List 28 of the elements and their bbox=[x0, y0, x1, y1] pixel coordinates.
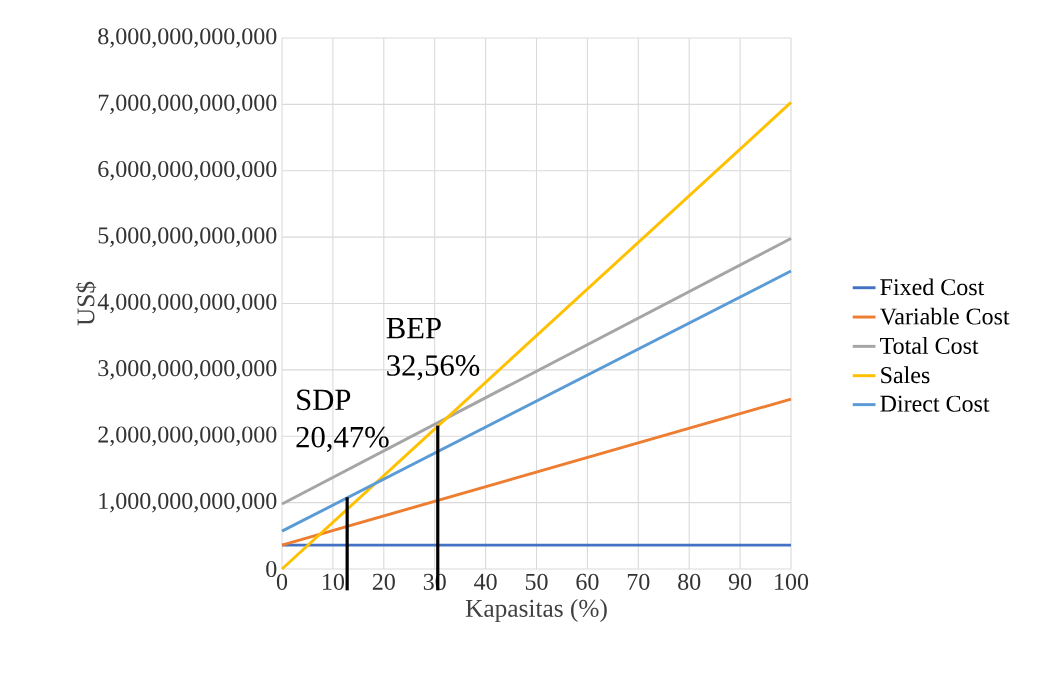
x-tick-label: 80 bbox=[678, 573, 701, 590]
y-tick-label: 2,000,000,000,000 bbox=[98, 426, 277, 447]
y-axis-title: US$ bbox=[75, 281, 97, 326]
y-tick-label: 1,000,000,000,000 bbox=[99, 492, 277, 513]
y-tick-label: 6,000,000,000,000 bbox=[98, 160, 277, 181]
x-axis-title: Kapasitas (%) bbox=[465, 599, 607, 623]
x-tick-label: 20 bbox=[372, 573, 395, 590]
y-tick-label: 7,000,000,000,000 bbox=[98, 94, 277, 115]
ref-line-label: SDP 20,47% bbox=[296, 389, 389, 452]
x-tick-label: 0 bbox=[276, 573, 288, 590]
x-tick-label: 10 bbox=[323, 573, 344, 590]
y-tick-label: 4,000,000,000,000 bbox=[97, 293, 277, 314]
y-tick-label: 5,000,000,000,000 bbox=[98, 227, 277, 247]
x-tick-label: 60 bbox=[576, 573, 599, 590]
y-tick-label: 3,000,000,000,000 bbox=[98, 360, 277, 380]
x-tick-label: 90 bbox=[728, 573, 752, 590]
ref-line-label: BEP 32,56% bbox=[386, 318, 480, 381]
legend-label: Direct Cost bbox=[880, 395, 990, 412]
legend-label: Variable Cost bbox=[879, 307, 1010, 325]
legend-label: Sales bbox=[881, 366, 930, 384]
x-tick-label: 70 bbox=[627, 573, 650, 590]
legend-label: Fixed Cost bbox=[880, 278, 985, 296]
y-tick-label: 0 bbox=[266, 560, 277, 578]
x-tick-label: 50 bbox=[525, 573, 548, 590]
x-tick-label: 40 bbox=[474, 573, 497, 590]
x-tick-label: 100 bbox=[775, 573, 809, 590]
legend-label: Total Cost bbox=[880, 337, 979, 354]
y-tick-label: 8,000,000,000,000 bbox=[98, 28, 277, 48]
